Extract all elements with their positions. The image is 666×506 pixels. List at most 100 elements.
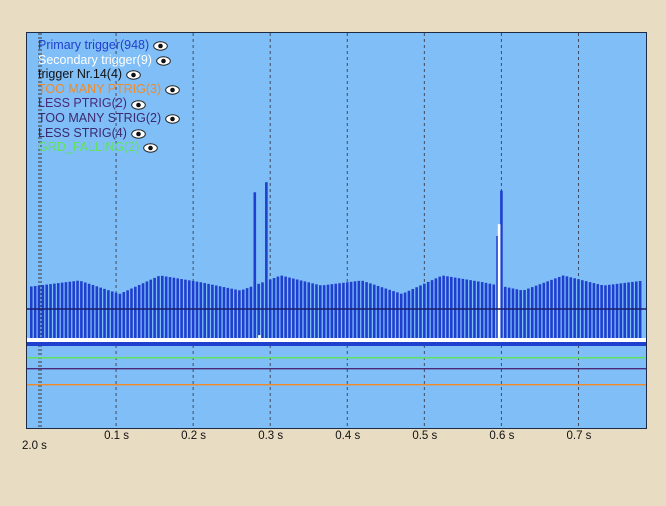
primary-trigger-pulse — [634, 281, 638, 346]
primary-trigger-pulse — [345, 282, 349, 346]
primary-trigger-pulse — [29, 286, 33, 346]
primary-trigger-pulse — [311, 283, 314, 346]
primary-trigger-pulse — [534, 285, 538, 346]
primary-trigger-pulse — [265, 182, 268, 346]
primary-trigger-pulse — [492, 284, 496, 346]
primary-trigger-pulse — [465, 279, 469, 346]
primary-trigger-pulse — [218, 286, 222, 346]
primary-trigger-pulse — [392, 291, 395, 346]
primary-trigger-pulse — [581, 280, 584, 346]
primary-trigger-pulse — [76, 280, 79, 346]
primary-trigger-pulse — [338, 283, 341, 346]
eye-icon[interactable] — [165, 84, 180, 95]
primary-trigger-pulse — [542, 282, 546, 346]
x-axis-tick-label: 0.6 s — [489, 430, 515, 442]
primary-trigger-pulse — [168, 277, 172, 346]
primary-trigger-pulse — [457, 278, 461, 346]
primary-trigger-pulse — [180, 279, 183, 346]
primary-trigger-pulse — [322, 285, 326, 346]
primary-trigger-pulse — [573, 278, 576, 346]
primary-trigger-pulse — [399, 293, 403, 346]
primary-trigger-pulse — [461, 278, 465, 346]
primary-trigger-pulse — [438, 276, 442, 346]
primary-trigger-pulse — [280, 275, 284, 346]
primary-trigger-pulse — [99, 287, 102, 346]
legend-item[interactable]: LESS STRIG(4) — [38, 126, 180, 141]
chart-plot-area[interactable] — [26, 32, 647, 429]
primary-trigger-pulse — [469, 280, 472, 346]
primary-trigger-pulse — [480, 282, 484, 346]
legend-item-label: TOO MANY PTRIG(3) — [38, 81, 162, 96]
eye-icon[interactable] — [165, 113, 180, 124]
primary-trigger-pulse — [245, 288, 249, 346]
legend-item[interactable]: LESS PTRIG(2) — [38, 96, 180, 111]
primary-trigger-pulse — [176, 278, 180, 346]
primary-trigger-pulse — [191, 280, 195, 346]
legend-item-label: Secondary trigger(9) — [38, 52, 152, 67]
primary-trigger-pulse — [164, 276, 168, 346]
primary-trigger-pulse — [442, 275, 445, 346]
primary-trigger-pulse — [33, 286, 37, 346]
primary-trigger-pulse — [357, 280, 361, 346]
primary-trigger-pulse — [515, 289, 519, 346]
eye-icon[interactable] — [131, 99, 146, 110]
primary-trigger-pulse — [114, 292, 118, 346]
primary-trigger-pulse — [500, 190, 503, 346]
primary-trigger-pulse — [372, 284, 376, 346]
primary-trigger-pulse — [403, 292, 407, 346]
primary-trigger-pulse — [91, 285, 95, 346]
eye-icon[interactable] — [153, 40, 168, 51]
primary-trigger-pulse — [476, 281, 480, 346]
eye-icon[interactable] — [156, 55, 171, 66]
primary-trigger-pulse — [288, 277, 291, 346]
primary-trigger-pulse — [41, 285, 45, 346]
legend-item-label: Primary trigger(948) — [38, 38, 150, 52]
primary-trigger-pulse — [484, 282, 488, 346]
primary-trigger-pulse — [592, 283, 596, 346]
primary-trigger-pulse — [207, 283, 210, 346]
primary-trigger-pulse — [523, 289, 526, 346]
primary-trigger-pulse — [619, 283, 623, 346]
primary-trigger-pulse — [64, 282, 68, 346]
primary-trigger-pulse — [361, 280, 364, 346]
primary-trigger-pulse — [365, 282, 368, 346]
legend-item[interactable]: TOO MANY STRIG(2) — [38, 111, 180, 126]
primary-trigger-pulse — [222, 287, 226, 346]
primary-trigger-pulse — [315, 284, 318, 346]
baseline-strip — [27, 338, 646, 342]
eye-icon[interactable] — [131, 128, 146, 139]
primary-trigger-pulse — [284, 276, 287, 346]
primary-trigger-pulse — [565, 276, 569, 346]
primary-trigger-pulse — [257, 283, 260, 346]
legend-item[interactable]: Primary trigger(948) — [38, 38, 180, 53]
primary-trigger-pulse — [145, 281, 149, 346]
trigger-chart[interactable] — [27, 33, 646, 428]
primary-trigger-pulse — [122, 292, 126, 346]
eye-icon[interactable] — [143, 142, 159, 154]
primary-trigger-pulse — [554, 278, 557, 346]
primary-trigger-pulse — [615, 283, 619, 346]
legend-item[interactable]: TOO MANY PTRIG(3) — [38, 82, 180, 97]
legend-item[interactable]: GRD_FALLING(2) — [38, 140, 180, 155]
legend-item[interactable]: Secondary trigger(9) — [38, 53, 180, 68]
primary-trigger-pulse — [272, 278, 276, 346]
primary-trigger-pulse — [303, 281, 307, 346]
primary-trigger-pulse — [407, 290, 411, 346]
legend-item-label: GRD_FALLING(2) — [38, 140, 140, 155]
primary-trigger-pulse — [268, 279, 272, 346]
primary-trigger-pulse — [184, 279, 187, 346]
legend-item[interactable]: trigger Nr.14(4) — [38, 67, 180, 82]
primary-trigger-pulse — [627, 282, 630, 346]
primary-trigger-pulse — [234, 289, 237, 346]
primary-trigger-pulse — [600, 285, 603, 346]
primary-trigger-pulse — [496, 235, 499, 346]
primary-trigger-pulse — [56, 283, 60, 346]
primary-trigger-pulse — [261, 282, 264, 346]
primary-trigger-pulse — [226, 287, 230, 346]
primary-trigger-pulse — [83, 282, 87, 346]
primary-trigger-pulse — [292, 278, 295, 346]
eye-icon[interactable] — [126, 69, 141, 81]
primary-trigger-pulse — [353, 281, 357, 346]
primary-trigger-pulse — [419, 285, 422, 346]
primary-trigger-pulse — [569, 277, 573, 346]
